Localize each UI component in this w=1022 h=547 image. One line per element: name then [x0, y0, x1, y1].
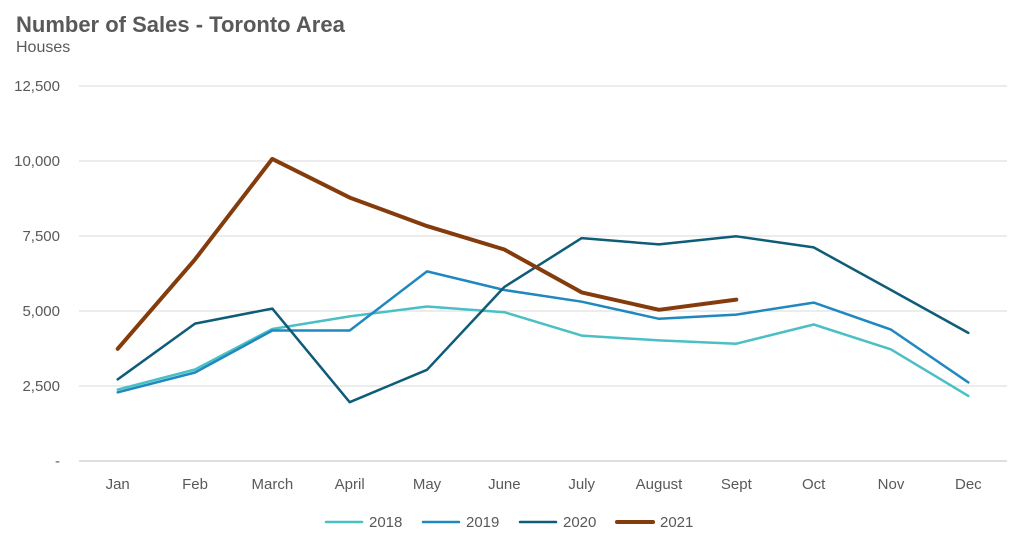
y-tick-label: 5,000 [22, 303, 60, 320]
legend-label: 2021 [660, 514, 693, 531]
y-tick-label: 7,500 [22, 228, 60, 245]
x-tick-label: July [568, 476, 595, 493]
x-tick-label: April [335, 476, 365, 493]
y-axis-tick-labels: - 2,500 5,000 7,500 10,000 12,500 [14, 78, 60, 470]
chart-title: Number of Sales - Toronto Area [16, 12, 345, 37]
gridlines [79, 85, 1007, 462]
series-line-2021 [115, 156, 739, 351]
chart-subtitle: Houses [16, 39, 71, 56]
y-tick-label: 10,000 [14, 153, 60, 170]
y-tick-label: 2,500 [22, 378, 60, 395]
x-tick-label: Oct [802, 476, 826, 493]
series-lines [115, 156, 970, 404]
x-axis-tick-labels: Jan Feb March April May June July August Sept Oct… [106, 476, 983, 493]
series-line-2020 [116, 235, 970, 404]
series-line-2018 [116, 305, 970, 398]
y-tick-label: 12,500 [14, 78, 60, 95]
y-tick-label: - [55, 453, 60, 470]
legend-label: 2019 [466, 514, 499, 531]
series-line-2019 [116, 270, 970, 394]
x-tick-label: August [636, 476, 684, 493]
x-tick-label: June [488, 476, 521, 493]
x-tick-label: Sept [721, 476, 753, 493]
x-tick-label: March [251, 476, 293, 493]
legend: 2018 2019 2020 2021 [324, 514, 693, 531]
x-tick-label: Jan [106, 476, 130, 493]
x-tick-label: May [413, 476, 442, 493]
x-tick-label: Nov [878, 476, 905, 493]
x-tick-label: Dec [955, 476, 982, 493]
legend-label: 2020 [563, 514, 596, 531]
x-tick-label: Feb [182, 476, 208, 493]
legend-label: 2018 [369, 514, 402, 531]
